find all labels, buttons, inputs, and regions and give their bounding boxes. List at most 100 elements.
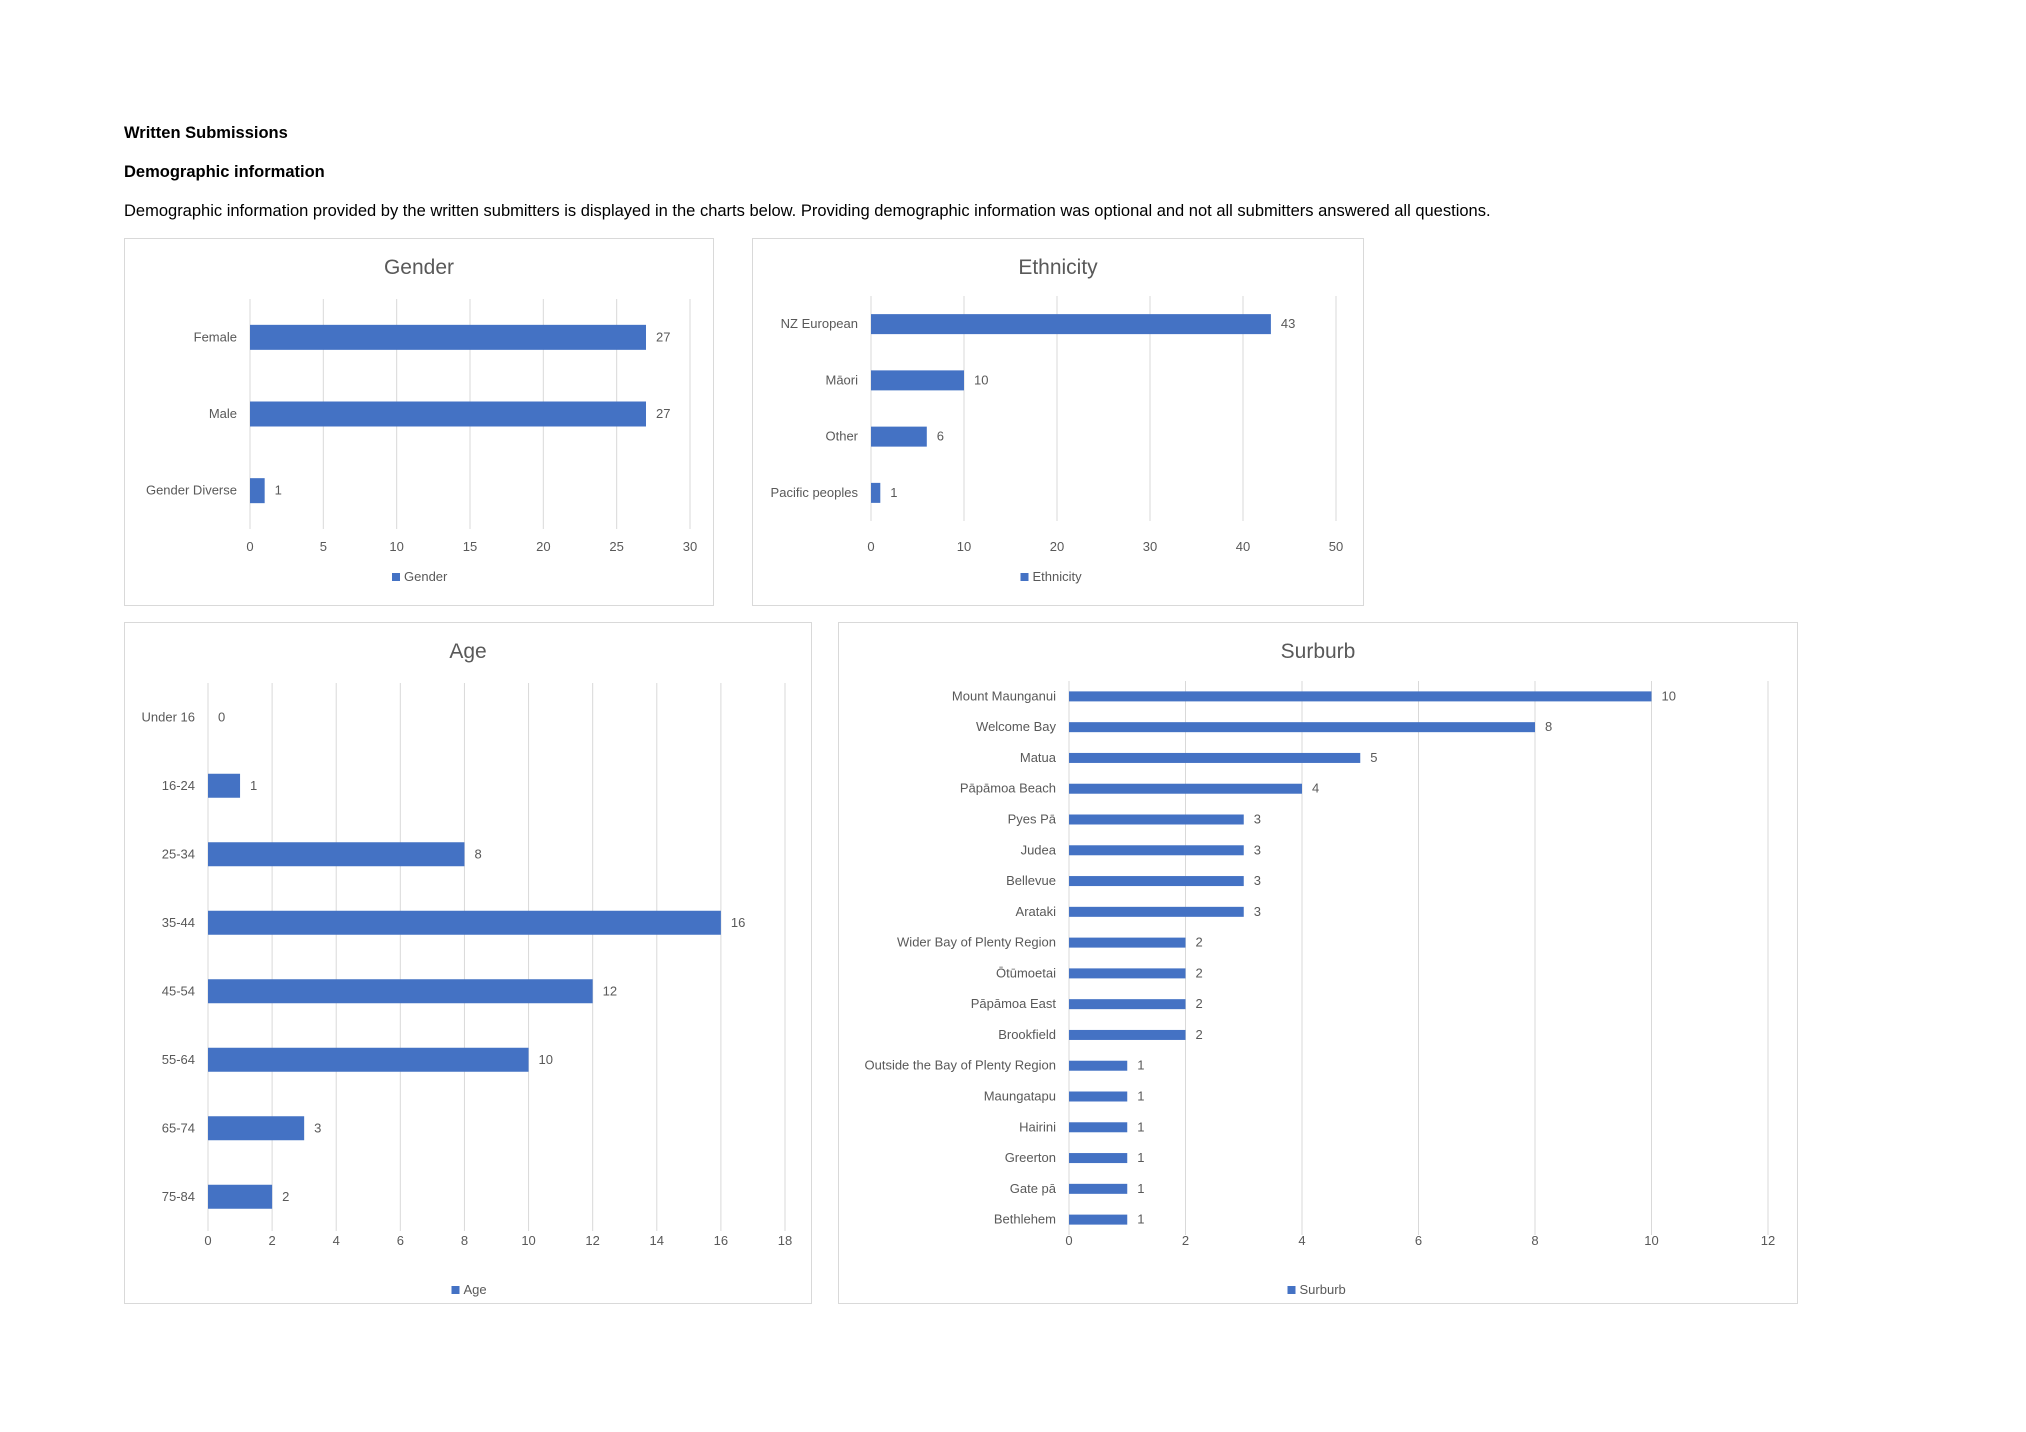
- suburb-category-label-welcome-bay: Welcome Bay: [976, 719, 1056, 734]
- age-tick-label: 14: [650, 1233, 664, 1248]
- suburb-value-label-otumoetai: 2: [1196, 965, 1203, 980]
- age-tick-label: 12: [585, 1233, 599, 1248]
- page-heading-demographic: Demographic information: [124, 163, 325, 181]
- suburb-bar-matua: [1069, 752, 1361, 763]
- suburb-category-label-papamoa-beach: Pāpāmoa Beach: [960, 781, 1056, 796]
- gender-legend-label: Gender: [404, 569, 448, 584]
- suburb-category-label-brookfield: Brookfield: [998, 1027, 1056, 1042]
- suburb-value-label-mount-maunganui: 10: [1662, 688, 1676, 703]
- age-category-label-45-54: 45-54: [162, 983, 195, 998]
- age-bar-65-74: [208, 1116, 305, 1141]
- gender-category-label-female: Female: [194, 329, 237, 344]
- suburb-value-label-judea: 3: [1254, 842, 1261, 857]
- age-category-label-55-64: 55-64: [162, 1052, 195, 1067]
- gender-chart: Gender 0 5 10 15 20 25 30 Female 27 Male 27 Gender D…: [124, 238, 714, 606]
- suburb-bar-pyes-pa: [1069, 814, 1244, 825]
- ethnicity-category-label-nz-european: NZ European: [781, 316, 858, 331]
- suburb-value-label-matua: 5: [1370, 750, 1377, 765]
- suburb-value-label-hairini: 1: [1137, 1119, 1144, 1134]
- suburb-value-label-pyes-pa: 3: [1254, 812, 1261, 827]
- gender-value-label-gender-diverse: 1: [275, 483, 282, 498]
- age-value-label-16-24: 1: [250, 778, 257, 793]
- suburb-tick-label: 2: [1182, 1233, 1189, 1248]
- ethnicity-tick-label: 10: [957, 539, 971, 554]
- age-bar-55-64: [208, 1047, 529, 1072]
- age-value-label-75-84: 2: [282, 1189, 289, 1204]
- suburb-value-label-brookfield: 2: [1196, 1027, 1203, 1042]
- suburb-tick-label: 0: [1065, 1233, 1072, 1248]
- gender-bar-gender-diverse: [250, 478, 265, 504]
- ethnicity-value-label-other: 6: [937, 429, 944, 444]
- suburb-chart-title: Surburb: [1281, 640, 1356, 663]
- ethnicity-bar-pacific-peoples: [871, 482, 881, 503]
- suburb-bar-papamoa-east: [1069, 999, 1186, 1010]
- age-legend-label: Age: [464, 1282, 487, 1297]
- suburb-bar-bellevue: [1069, 876, 1244, 887]
- gender-tick-label: 0: [246, 539, 253, 554]
- suburb-category-label-maungatapu: Maungatapu: [984, 1089, 1056, 1104]
- suburb-bar-arataki: [1069, 906, 1244, 917]
- gender-chart-title: Gender: [384, 256, 454, 279]
- suburb-category-label-outside-the-bay-of-plenty-region: Outside the Bay of Plenty Region: [864, 1058, 1056, 1073]
- suburb-category-label-bellevue: Bellevue: [1006, 873, 1056, 888]
- gender-bar-male: [250, 401, 646, 427]
- age-bar-45-54: [208, 979, 593, 1004]
- suburb-bar-gate-pa: [1069, 1183, 1128, 1194]
- ethnicity-value-label-pacific-peoples: 1: [890, 485, 897, 500]
- suburb-value-label-bethlehem: 1: [1137, 1212, 1144, 1227]
- ethnicity-tick-label: 30: [1143, 539, 1157, 554]
- age-category-label-35-44: 35-44: [162, 915, 195, 930]
- age-tick-label: 4: [333, 1233, 340, 1248]
- ethnicity-legend-label: Ethnicity: [1033, 569, 1083, 584]
- suburb-category-label-pyes-pa: Pyes Pā: [1008, 812, 1057, 827]
- age-value-label-65-74: 3: [314, 1120, 321, 1135]
- suburb-category-label-gate-pa: Gate pā: [1010, 1181, 1057, 1196]
- age-tick-label: 10: [521, 1233, 535, 1248]
- ethnicity-bar-nz-european: [871, 314, 1271, 335]
- suburb-bar-otumoetai: [1069, 968, 1186, 979]
- age-chart-svg: Age 0 2 4 6 8 10 12 14 16 18 Under 16 0 16-24 1 25-34 8 3…: [142, 640, 793, 1297]
- age-value-label-under-16: 0: [218, 709, 225, 724]
- ethnicity-tick-label: 50: [1329, 539, 1343, 554]
- gender-tick-label: 30: [683, 539, 697, 554]
- age-tick-label: 0: [204, 1233, 211, 1248]
- gender-tick-label: 5: [320, 539, 327, 554]
- ethnicity-chart-title: Ethnicity: [1018, 256, 1098, 279]
- suburb-tick-label: 12: [1761, 1233, 1775, 1248]
- suburb-category-label-papamoa-east: Pāpāmoa East: [971, 996, 1057, 1011]
- ethnicity-tick-label: 40: [1236, 539, 1250, 554]
- gender-bar-female: [250, 324, 646, 350]
- suburb-bar-judea: [1069, 845, 1244, 856]
- age-tick-label: 18: [778, 1233, 792, 1248]
- ethnicity-bar-other: [871, 426, 927, 447]
- gender-value-label-male: 27: [656, 406, 670, 421]
- age-bar-75-84: [208, 1184, 273, 1209]
- suburb-legend-swatch: [1287, 1286, 1296, 1294]
- suburb-bar-mount-maunganui: [1069, 691, 1652, 702]
- age-tick-label: 6: [397, 1233, 404, 1248]
- suburb-category-label-wider-bay-of-plenty-region: Wider Bay of Plenty Region: [897, 935, 1056, 950]
- ethnicity-tick-label: 20: [1050, 539, 1064, 554]
- suburb-category-label-hairini: Hairini: [1019, 1119, 1056, 1134]
- age-chart-title: Age: [449, 640, 486, 663]
- suburb-bar-bethlehem: [1069, 1214, 1128, 1225]
- suburb-value-label-maungatapu: 1: [1137, 1089, 1144, 1104]
- suburb-category-label-bethlehem: Bethlehem: [994, 1212, 1056, 1227]
- suburb-category-label-judea: Judea: [1021, 842, 1057, 857]
- age-category-label-under-16: Under 16: [142, 709, 195, 724]
- gender-tick-label: 20: [536, 539, 550, 554]
- ethnicity-bar-maori: [871, 370, 964, 391]
- suburb-category-label-mount-maunganui: Mount Maunganui: [952, 688, 1056, 703]
- suburb-value-label-bellevue: 3: [1254, 873, 1261, 888]
- age-tick-label: 8: [461, 1233, 468, 1248]
- suburb-bar-welcome-bay: [1069, 722, 1535, 733]
- suburb-value-label-arataki: 3: [1254, 904, 1261, 919]
- gender-legend-swatch: [392, 573, 400, 581]
- suburb-bar-maungatapu: [1069, 1091, 1128, 1102]
- suburb-chart: Surburb 0 2 4 6 8 10 12 Mount Maunganui 10 Welcome…: [838, 622, 1798, 1304]
- suburb-bar-outside-the-bay-of-plenty-region: [1069, 1060, 1128, 1071]
- suburb-value-label-gate-pa: 1: [1137, 1181, 1144, 1196]
- age-chart: Age 0 2 4 6 8 10 12 14 16 18 Under 16 0 16-24 1 25-34 8 3…: [124, 622, 812, 1304]
- suburb-category-label-otumoetai: Ōtūmoetai: [996, 965, 1056, 980]
